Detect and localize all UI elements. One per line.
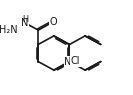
Text: O: O xyxy=(50,17,57,27)
Text: N: N xyxy=(64,57,72,67)
Text: H₂N: H₂N xyxy=(0,25,18,35)
Text: N: N xyxy=(21,18,29,28)
Text: H: H xyxy=(23,15,29,24)
Text: Cl: Cl xyxy=(71,56,80,66)
